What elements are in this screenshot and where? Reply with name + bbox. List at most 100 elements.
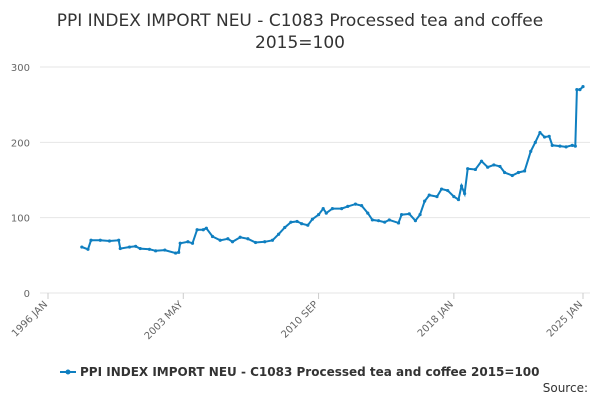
data-point [138,246,142,251]
x-tick-label: 2010 SEP [279,299,320,340]
data-point [418,213,422,217]
data-point [366,211,370,215]
data-point [502,170,507,175]
data-point [533,140,537,144]
chart-title: 2015=100 [255,33,345,53]
data-point [459,184,464,188]
data-point [177,250,181,254]
data-point [310,217,315,221]
data-point [89,238,93,242]
data-point [283,225,287,230]
data-point [435,194,439,199]
data-point [230,240,235,244]
x-tick-label: 2003 MAY [143,299,186,342]
data-point [174,251,178,255]
data-point [246,237,250,241]
data-point [186,240,190,244]
data-point [383,220,387,224]
data-point [407,212,411,216]
data-point [547,134,551,138]
data-point [253,240,258,245]
data-point [163,248,167,252]
data-point [542,135,547,139]
data-point [107,239,112,243]
data-point [452,194,456,199]
data-point [396,221,401,225]
data-point [446,188,450,193]
data-point [492,163,496,167]
data-point [387,218,391,222]
data-point [340,207,344,211]
data-point [147,247,152,251]
data-point [423,199,427,203]
data-point [529,149,533,153]
data-point [195,228,199,232]
data-point [154,249,158,253]
x-tick-label: 2018 JAN [416,299,456,339]
data-point [575,88,579,92]
data-point [498,164,502,169]
legend-marker [65,369,71,375]
chart-title: PPI INDEX IMPORT NEU - C1083 Processed t… [57,11,543,31]
data-point [204,226,208,230]
data-point [370,218,374,222]
data-point [295,219,299,224]
data-point [86,247,90,251]
data-point [558,144,562,148]
source: Source: [543,381,588,395]
data-point [516,170,521,175]
data-point [570,143,574,147]
data-point [550,143,554,147]
data-point [178,241,182,245]
data-point [473,167,477,172]
data-point [479,159,484,163]
data-point [578,88,582,92]
data-point [427,193,431,197]
data-point [80,245,84,249]
x-tick-label: 1996 JAN [10,299,50,339]
data-point [118,246,122,251]
y-tick-label: 300 [11,63,30,74]
data-point [510,173,514,178]
data-point [324,211,328,215]
data-point [466,167,470,171]
data-point [289,220,293,224]
data-point [538,130,542,135]
data-point [270,238,275,242]
data-point [376,219,381,223]
data-point [439,187,444,191]
data-point [564,145,568,149]
data-point [330,207,335,211]
data-point [190,241,195,245]
legend-label: PPI INDEX IMPORT NEU - C1083 Processed t… [80,365,540,379]
y-tick-label: 100 [11,214,30,225]
data-point [134,244,138,248]
data-point [413,219,418,223]
data-point [399,213,404,217]
data-point [306,223,310,227]
data-point [353,202,358,206]
data-point [238,235,242,239]
x-tick-label: 2025 JAN [545,299,585,339]
data-point [522,169,527,173]
data-point [210,234,215,239]
data-point [300,222,304,226]
series-line [81,85,584,255]
data-point [456,197,461,202]
data-point [218,238,222,242]
data-point [360,204,364,208]
data-point [98,238,102,242]
data-point [346,204,350,208]
data-point [263,240,267,244]
data-point [463,191,467,196]
data-point [226,237,230,241]
data-point [581,84,585,89]
data-point [486,165,490,169]
data-point [277,232,281,236]
data-point [316,213,321,217]
data-point [127,245,132,249]
data-point [573,144,577,148]
data-point [321,207,325,211]
data-point [201,228,205,232]
